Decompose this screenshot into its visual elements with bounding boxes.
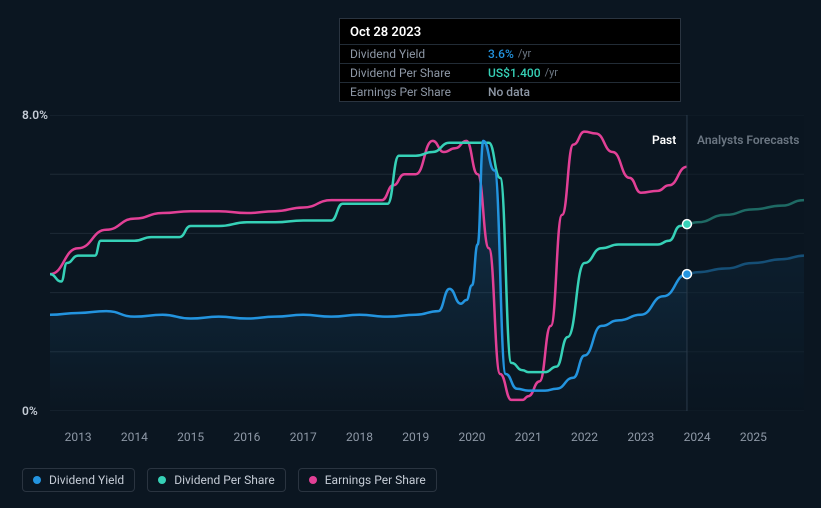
y-axis-tick-max: 8.0% (22, 108, 48, 122)
legend-dot-icon (309, 476, 317, 484)
forecast-region-label: Analysts Forecasts (697, 133, 799, 147)
dividend-per-share-marker (682, 220, 691, 229)
tooltip-label: Earnings Per Share (350, 85, 488, 99)
tooltip-value: No data (488, 85, 530, 99)
tooltip-unit: /yr (545, 66, 558, 80)
past-region-label: Past (652, 133, 676, 147)
tooltip-row-dividend-per-share: Dividend Per Share US$1.400 /yr (340, 63, 680, 82)
legend-dot-icon (158, 476, 166, 484)
x-axis-tick: 2025 (740, 430, 767, 444)
tooltip-unit: /yr (518, 47, 531, 61)
x-axis-tick: 2020 (459, 430, 486, 444)
x-axis-tick: 2023 (627, 430, 654, 444)
legend-label: Earnings Per Share (325, 473, 426, 487)
legend-item-earnings-per-share[interactable]: Earnings Per Share (298, 468, 437, 492)
x-axis-tick: 2022 (571, 430, 598, 444)
legend-label: Dividend Yield (49, 473, 124, 487)
legend-dot-icon (33, 476, 41, 484)
tooltip-label: Dividend Yield (350, 47, 488, 61)
x-axis-tick: 2014 (121, 430, 148, 444)
chart-tooltip: Oct 28 2023 Dividend Yield 3.6% /yr Divi… (339, 18, 681, 102)
legend-item-dividend-per-share[interactable]: Dividend Per Share (147, 468, 286, 492)
tooltip-row-dividend-yield: Dividend Yield 3.6% /yr (340, 44, 680, 63)
line-chart[interactable] (50, 115, 804, 411)
forecast-region-overlay (687, 115, 804, 411)
legend-item-dividend-yield[interactable]: Dividend Yield (22, 468, 135, 492)
x-axis-tick: 2013 (65, 430, 92, 444)
tooltip-row-earnings-per-share: Earnings Per Share No data (340, 82, 680, 101)
x-axis-tick: 2016 (233, 430, 260, 444)
x-axis-tick: 2019 (402, 430, 429, 444)
dividend-yield-marker (682, 270, 691, 279)
x-axis-tick: 2021 (515, 430, 542, 444)
tooltip-value: US$1.400 (488, 66, 541, 80)
x-axis-tick: 2024 (684, 430, 711, 444)
x-axis-tick: 2018 (346, 430, 373, 444)
tooltip-value: 3.6% (488, 47, 514, 61)
chart-legend: Dividend Yield Dividend Per Share Earnin… (22, 468, 437, 492)
x-axis-tick: 2017 (290, 430, 317, 444)
y-axis-tick-min: 0% (22, 404, 38, 418)
x-axis-tick: 2015 (177, 430, 204, 444)
legend-label: Dividend Per Share (174, 473, 275, 487)
tooltip-label: Dividend Per Share (350, 66, 488, 80)
tooltip-date: Oct 28 2023 (340, 19, 680, 44)
